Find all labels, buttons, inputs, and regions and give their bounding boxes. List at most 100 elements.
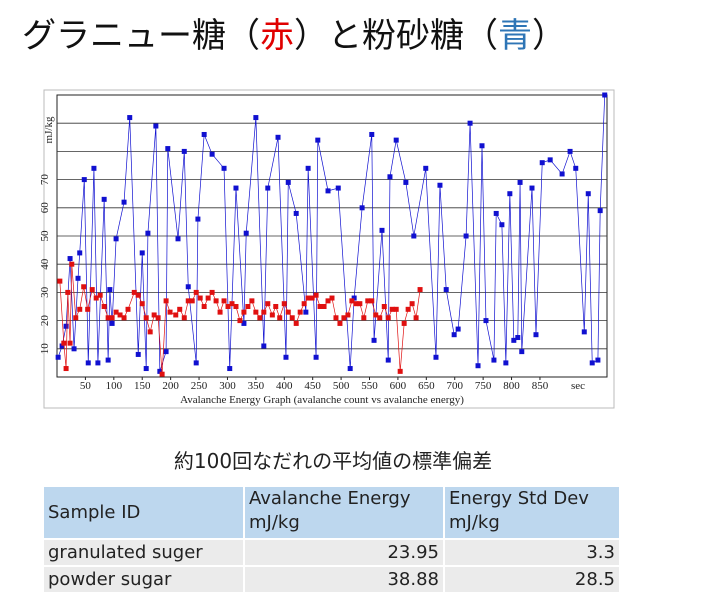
point bbox=[595, 357, 601, 363]
point bbox=[293, 210, 299, 216]
point bbox=[221, 165, 227, 171]
point bbox=[55, 354, 61, 360]
header-text: Avalanche Energy bbox=[249, 488, 411, 509]
point bbox=[529, 185, 535, 191]
point bbox=[297, 309, 303, 315]
point bbox=[181, 315, 187, 321]
point bbox=[387, 174, 393, 180]
x-tick-label: 800 bbox=[503, 380, 520, 392]
point bbox=[381, 304, 387, 309]
point bbox=[503, 360, 509, 366]
point bbox=[227, 366, 233, 372]
point bbox=[405, 306, 411, 312]
point bbox=[167, 309, 173, 315]
point bbox=[303, 309, 309, 315]
point bbox=[305, 295, 311, 301]
point bbox=[143, 315, 149, 321]
table-cell: 28.5 bbox=[444, 565, 621, 592]
point bbox=[559, 171, 565, 177]
point bbox=[273, 304, 279, 309]
point bbox=[249, 298, 255, 304]
point bbox=[127, 115, 133, 121]
point bbox=[77, 250, 83, 256]
point bbox=[109, 315, 115, 321]
point bbox=[135, 351, 141, 357]
x-tick-label: 100 bbox=[106, 380, 123, 392]
point bbox=[305, 165, 311, 171]
point bbox=[85, 360, 91, 366]
point bbox=[413, 315, 419, 321]
table: Sample ID Avalanche Energy mJ/kg Energy Std… bbox=[44, 487, 621, 592]
point bbox=[409, 301, 415, 307]
title-part: ） bbox=[532, 16, 566, 56]
point bbox=[195, 216, 201, 222]
point bbox=[155, 315, 161, 321]
point bbox=[77, 306, 83, 312]
point bbox=[483, 318, 489, 324]
point bbox=[301, 301, 307, 307]
point bbox=[602, 92, 608, 98]
header-text: mJ/kg bbox=[449, 512, 500, 533]
point bbox=[57, 278, 63, 284]
x-tick-label: 600 bbox=[390, 380, 407, 392]
point bbox=[245, 304, 251, 309]
point bbox=[185, 298, 191, 304]
x-tick-label: 150 bbox=[134, 380, 151, 392]
title-part: ）と粉砂糖（ bbox=[294, 16, 498, 56]
point bbox=[175, 236, 181, 242]
point bbox=[379, 227, 385, 233]
point bbox=[393, 306, 399, 312]
point bbox=[585, 191, 591, 197]
point bbox=[589, 360, 595, 366]
point bbox=[135, 292, 141, 298]
point bbox=[89, 287, 95, 293]
point bbox=[285, 309, 291, 315]
y-tick-label: 60 bbox=[39, 202, 51, 214]
point bbox=[455, 326, 461, 332]
point bbox=[233, 304, 239, 309]
point bbox=[393, 137, 399, 143]
point bbox=[237, 318, 243, 324]
point bbox=[63, 323, 69, 329]
point bbox=[333, 315, 339, 321]
point bbox=[229, 301, 235, 307]
point bbox=[433, 354, 439, 360]
point bbox=[157, 368, 163, 374]
table-row: granulated suger 23.95 3.3 bbox=[44, 538, 621, 566]
point bbox=[105, 357, 111, 363]
title-part: 赤 bbox=[260, 16, 294, 56]
point bbox=[277, 315, 283, 321]
header-cell: Energy Std Dev mJ/kg bbox=[444, 487, 621, 539]
point bbox=[193, 360, 199, 366]
point bbox=[539, 160, 545, 166]
point bbox=[233, 185, 239, 191]
point bbox=[81, 177, 87, 183]
point bbox=[377, 315, 383, 321]
x-tick-label: 500 bbox=[333, 380, 350, 392]
point bbox=[597, 208, 603, 214]
point bbox=[547, 157, 553, 163]
point bbox=[143, 366, 149, 372]
x-tick-label: 450 bbox=[304, 380, 321, 392]
point bbox=[121, 199, 127, 205]
point bbox=[209, 289, 215, 295]
point bbox=[309, 295, 315, 301]
y-tick-label: 30 bbox=[39, 286, 51, 298]
x-tick-label: 200 bbox=[162, 380, 179, 392]
point bbox=[67, 340, 73, 346]
point bbox=[359, 205, 365, 211]
point bbox=[581, 329, 587, 335]
point bbox=[275, 134, 281, 140]
point bbox=[91, 165, 97, 171]
table-cell: granulated suger bbox=[44, 538, 245, 566]
point bbox=[63, 366, 69, 372]
table-cell: powder sugar bbox=[44, 565, 245, 592]
point bbox=[365, 298, 371, 304]
point bbox=[517, 179, 523, 185]
point bbox=[467, 120, 473, 126]
point bbox=[265, 185, 271, 191]
point bbox=[385, 357, 391, 363]
point bbox=[437, 182, 443, 188]
point bbox=[209, 151, 215, 157]
